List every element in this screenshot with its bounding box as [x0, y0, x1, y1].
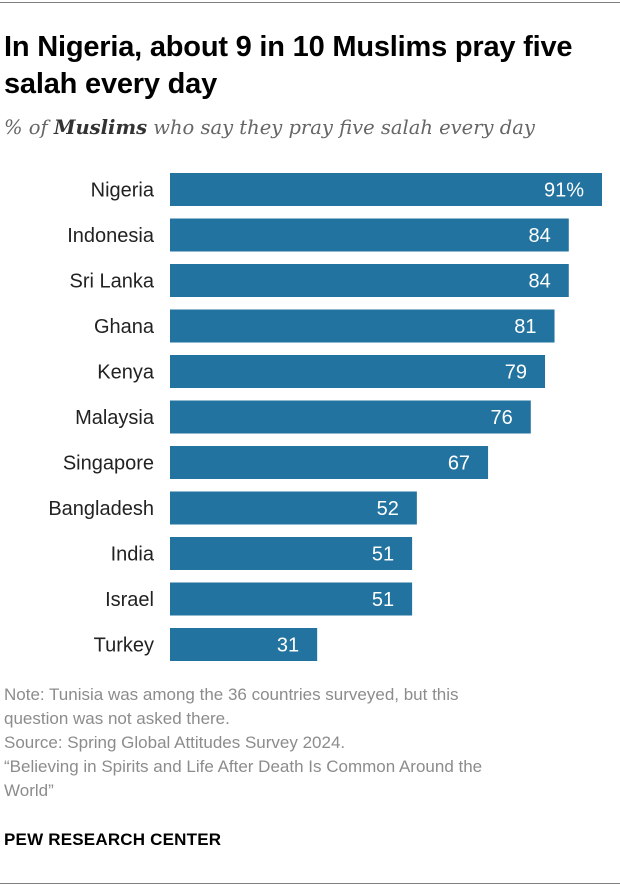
category-label-bangladesh: Bangladesh [48, 498, 154, 520]
category-label-singapore: Singapore [63, 453, 154, 475]
bar-singapore [170, 446, 489, 479]
value-label-turkey: 31 [277, 635, 299, 657]
category-label-turkey: Turkey [94, 635, 154, 657]
value-label-indonesia: 84 [529, 225, 551, 247]
value-label-singapore: 67 [448, 453, 470, 475]
chart-notes: Note: Tunisia was among the 36 countries… [4, 683, 616, 803]
note-line-2: question was not asked there. [4, 709, 230, 728]
category-label-india: India [111, 544, 155, 566]
value-label-bangladesh: 52 [377, 498, 399, 520]
category-label-nigeria: Nigeria [91, 180, 155, 202]
bottom-rule [0, 883, 620, 884]
value-label-israel: 51 [372, 589, 394, 611]
report-title-line-1: “Believing in Spirits and Life After Dea… [4, 757, 483, 776]
bar-nigeria [170, 173, 602, 206]
category-label-israel: Israel [105, 589, 154, 611]
value-label-nigeria: 91% [544, 180, 584, 202]
value-label-ghana: 81 [514, 316, 536, 338]
brand-name: PEW RESEARCH CENTER [4, 830, 222, 849]
category-label-sri-lanka: Sri Lanka [70, 271, 155, 293]
category-label-ghana: Ghana [94, 316, 155, 338]
bar-malaysia [170, 400, 531, 434]
value-label-india: 51 [372, 544, 394, 566]
bar-ghana [170, 309, 555, 343]
bar-indonesia [170, 218, 569, 252]
category-label-malaysia: Malaysia [75, 407, 155, 429]
source-line: Source: Spring Global Attitudes Survey 2… [4, 733, 346, 752]
value-label-sri-lanka: 84 [529, 271, 551, 293]
bar-india [170, 537, 413, 570]
subtitle-prefix: % of [4, 116, 54, 139]
category-label-kenya: Kenya [97, 362, 155, 384]
bar-israel [170, 582, 413, 616]
subtitle-suffix: who say they pray five salah every day [147, 116, 535, 139]
value-label-malaysia: 76 [491, 407, 513, 429]
bar-kenya [170, 355, 546, 388]
chart-subtitle: % of Muslims who say they pray five sala… [4, 115, 616, 141]
bar-bangladesh [170, 491, 417, 525]
value-label-kenya: 79 [505, 362, 527, 384]
bar-sri-lanka [170, 264, 569, 297]
bar-turkey [170, 628, 318, 661]
chart-title: In Nigeria, about 9 in 10 Muslims pray f… [4, 31, 573, 100]
category-label-indonesia: Indonesia [67, 225, 155, 247]
note-line-1: Note: Tunisia was among the 36 countries… [4, 685, 459, 704]
top-rule [0, 2, 620, 3]
bar-chart: Nigeria 91% Indonesia 84 Sri Lanka 84 Ghana 81 K… [48, 173, 602, 661]
report-title-line-2: World” [4, 781, 54, 800]
subtitle-emphasis: Muslims [53, 116, 148, 139]
